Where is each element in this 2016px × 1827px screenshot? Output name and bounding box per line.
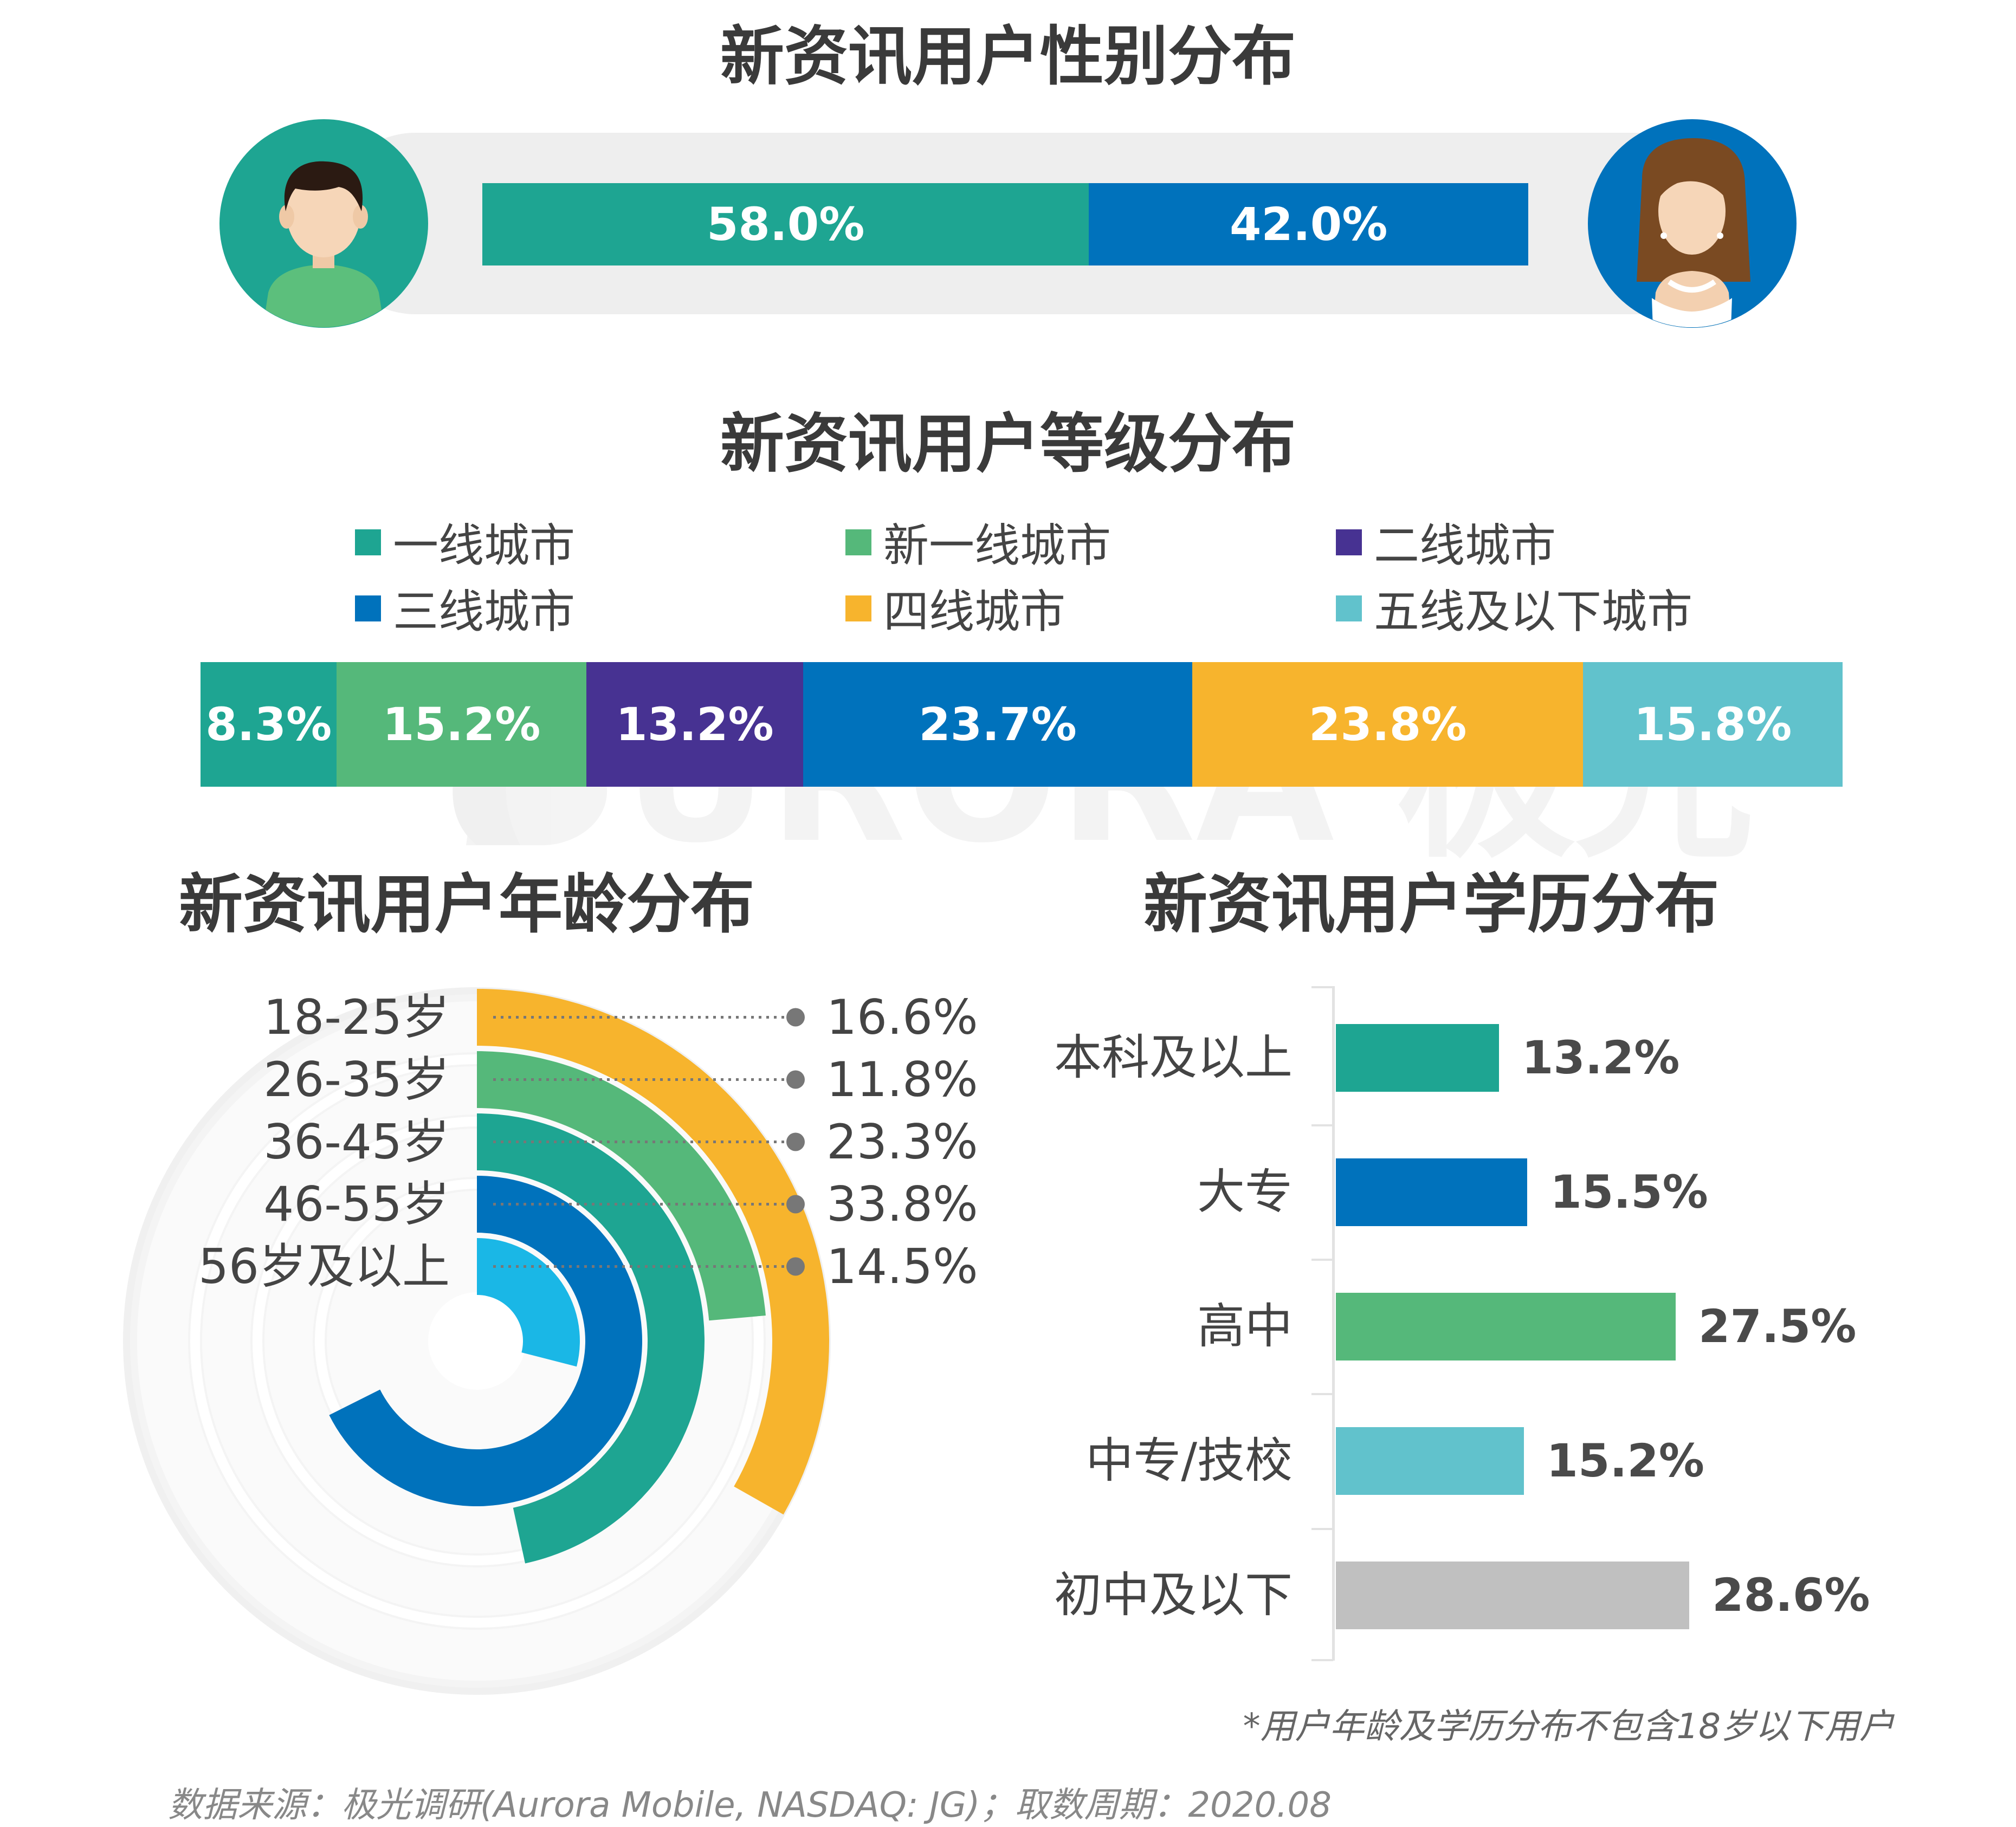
age-value-label: 14.5%	[826, 1238, 978, 1294]
age-leader-dot	[786, 1008, 805, 1027]
education-category-label: 高中	[1197, 1298, 1293, 1354]
education-axis-tick	[1311, 1393, 1333, 1395]
age-category-label: 26-35岁	[263, 1051, 450, 1107]
tier-segment-2: 13.2%	[586, 662, 803, 787]
tier-segment-3: 23.7%	[803, 662, 1193, 787]
gender-chart-title: 新资讯用户性别分布	[720, 19, 1296, 94]
legend-label: 一线城市	[393, 519, 576, 572]
tier-segment-5: 15.8%	[1583, 662, 1843, 787]
age-center-hole	[428, 1292, 526, 1390]
education-category-label: 中专/技校	[1085, 1433, 1293, 1488]
tier-segment-1: 15.2%	[337, 662, 587, 787]
education-bar-1	[1336, 1158, 1528, 1226]
gender-segment-1: 42.0%	[1089, 183, 1528, 265]
legend-swatch	[845, 595, 871, 621]
education-category-label: 初中及以下	[1054, 1567, 1293, 1623]
legend-item-4: 四线城市	[845, 575, 1065, 641]
tier-segment-0: 8.3%	[201, 662, 337, 787]
education-axis-tick	[1311, 1259, 1333, 1261]
legend-item-2: 二线城市	[1336, 509, 1556, 575]
data-source: 数据来源：极光调研(Aurora Mobile, NASDAQ: JG)；取数周…	[168, 1785, 1332, 1825]
legend-label: 三线城市	[393, 585, 576, 638]
legend-swatch	[355, 595, 381, 621]
age-arc-0	[477, 989, 829, 1515]
legend-item-5: 五线及以下城市	[1336, 575, 1692, 641]
education-axis-tick	[1311, 1124, 1333, 1126]
legend-label: 五线及以下城市	[1374, 585, 1693, 638]
tier-chart-title: 新资讯用户等级分布	[720, 406, 1296, 481]
footnote: *用户年龄及学历分布不包含18岁以下用户	[1243, 1707, 1894, 1747]
age-leader-dot	[786, 1132, 805, 1151]
male-avatar-icon	[219, 119, 428, 328]
education-axis	[1332, 986, 1335, 1661]
age-chart-title: 新资讯用户年龄分布	[179, 867, 755, 942]
legend-label: 四线城市	[883, 585, 1066, 638]
education-bar-0	[1336, 1024, 1499, 1092]
age-category-label: 56岁及以上	[198, 1238, 450, 1294]
age-category-label: 36-45岁	[263, 1113, 450, 1170]
female-avatar-icon	[1588, 119, 1797, 328]
gender-segment-0: 58.0%	[482, 183, 1089, 265]
legend-item-0: 一线城市	[355, 509, 575, 575]
education-category-label: 大专	[1197, 1164, 1293, 1220]
age-leader-dot	[786, 1195, 805, 1214]
education-bar-4	[1336, 1562, 1690, 1629]
age-arc-1	[477, 1051, 766, 1321]
age-value-label: 33.8%	[826, 1176, 978, 1232]
age-arc-4	[477, 1238, 580, 1367]
education-value-label: 13.2%	[1521, 1031, 1680, 1084]
education-category-label: 本科及以上	[1054, 1029, 1293, 1085]
legend-swatch	[355, 529, 381, 555]
age-arc-2	[477, 1113, 705, 1564]
age-radial-chart	[123, 987, 831, 1695]
age-value-label: 23.3%	[826, 1113, 978, 1170]
age-arc-3	[329, 1176, 643, 1506]
education-axis-tick	[1311, 986, 1333, 988]
tier-bar: 8.3% 15.2% 13.2% 23.7% 23.8% 15.8%	[201, 662, 1843, 787]
tier-segment-4: 23.8%	[1192, 662, 1584, 787]
legend-item-1: 新一线城市	[845, 509, 1111, 575]
education-bar-2	[1336, 1293, 1676, 1360]
education-chart-title: 新资讯用户学历分布	[1143, 867, 1720, 942]
education-axis-tick	[1311, 1659, 1333, 1661]
age-leader-dot	[786, 1070, 805, 1089]
age-leader-dot	[786, 1257, 805, 1276]
legend-swatch	[845, 529, 871, 555]
education-axis-tick	[1311, 1528, 1333, 1530]
legend-item-3: 三线城市	[355, 575, 575, 641]
age-category-label: 18-25岁	[263, 989, 450, 1045]
education-bar-3	[1336, 1427, 1524, 1495]
education-value-label: 27.5%	[1698, 1300, 1857, 1353]
age-value-label: 16.6%	[826, 989, 978, 1045]
education-value-label: 15.2%	[1546, 1434, 1704, 1487]
age-value-label: 11.8%	[826, 1051, 978, 1107]
legend-label: 新一线城市	[883, 519, 1112, 572]
legend-swatch	[1336, 595, 1362, 621]
age-category-label: 46-55岁	[263, 1176, 450, 1232]
legend-label: 二线城市	[1374, 519, 1556, 572]
legend-swatch	[1336, 529, 1362, 555]
gender-bar: 58.0% 42.0%	[482, 183, 1528, 265]
education-value-label: 15.5%	[1550, 1165, 1708, 1219]
education-value-label: 28.6%	[1712, 1569, 1870, 1622]
